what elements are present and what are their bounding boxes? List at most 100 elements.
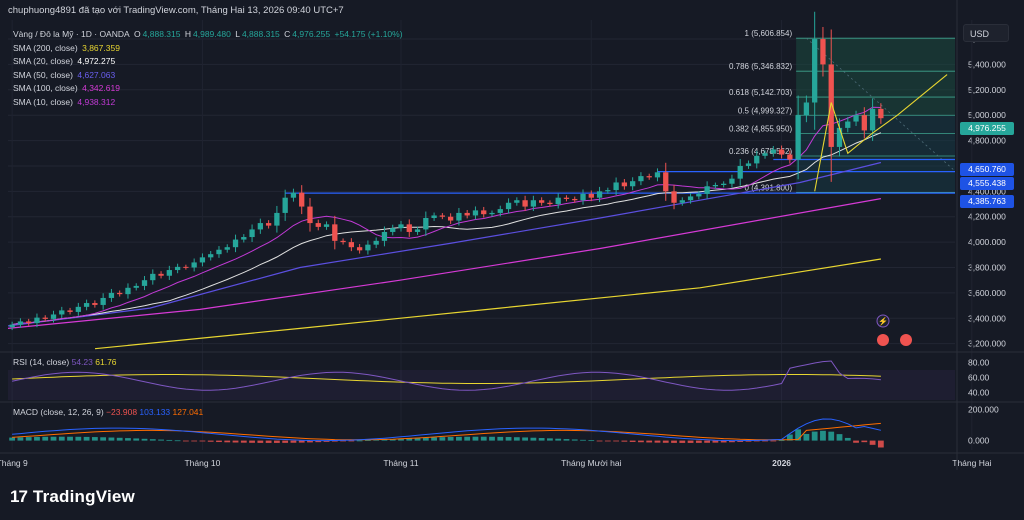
macd-histogram-bar (356, 440, 363, 442)
candle-body (133, 285, 139, 288)
macd-histogram-bar (216, 440, 222, 443)
candle-body (34, 317, 40, 324)
indicator-row-sma100[interactable]: SMA (100, close) 4,342.619 (13, 82, 405, 96)
macd-legend[interactable]: MACD (close, 12, 26, 9) −23.908 103.133 … (13, 407, 203, 417)
price-axis-tick-label: 3,400.000 (968, 313, 1006, 323)
macd-histogram-bar (877, 440, 884, 448)
sma10-line (12, 106, 881, 326)
candle-body (754, 155, 760, 164)
candle-body (497, 209, 503, 213)
candle-body (365, 244, 371, 251)
macd-histogram-bar (422, 437, 429, 441)
macd-histogram-bar (811, 431, 818, 441)
candle-body (406, 224, 412, 232)
fib-level-label: 0.5 (4,999.327) (738, 106, 793, 115)
sma20-line (12, 132, 882, 326)
macd-histogram-bar (464, 436, 471, 441)
macd-histogram-bar (232, 440, 239, 443)
rsi-axis-tick-label: 60.00 (968, 373, 990, 383)
tradingview-logo[interactable]: 17 TradingView (10, 487, 135, 507)
macd-histogram-bar (844, 437, 851, 441)
candle-body (812, 39, 818, 103)
macd-hist-value: −23.908 (106, 407, 138, 417)
macd-histogram-bar (240, 440, 247, 443)
indicator-label: SMA (20, close) (13, 56, 73, 67)
rsi-label: RSI (14, close) (13, 357, 70, 367)
candle-body (679, 200, 685, 203)
macd-histogram-bar (580, 439, 586, 441)
time-axis-label: 2026 (772, 458, 791, 468)
macd-histogram-bar (538, 438, 545, 441)
candle-body (125, 287, 131, 295)
candle-body (191, 262, 197, 268)
macd-histogram-bar (530, 437, 537, 441)
macd-histogram-bar (149, 439, 156, 441)
macd-histogram-bar (9, 437, 16, 441)
macd-histogram-bar (836, 434, 843, 441)
macd-histogram-bar (786, 434, 793, 441)
candle-body (307, 206, 313, 224)
price-axis-tick-label: 5,200.000 (968, 85, 1006, 95)
rsi-ma-value: 61.76 (95, 357, 117, 367)
candle-body (795, 115, 801, 160)
candle-body (522, 200, 528, 207)
macd-histogram-bar (133, 438, 140, 441)
candle-body (117, 292, 123, 295)
candle-body (340, 240, 346, 243)
candle-body (431, 215, 437, 218)
candle-body (232, 239, 239, 248)
price-tag-level-2: 4,555.438 (960, 177, 1014, 190)
macd-histogram-bar (75, 436, 82, 441)
price-axis-tick-label: 4,800.000 (968, 136, 1006, 146)
macd-histogram-bar (497, 436, 504, 441)
macd-histogram-bar (522, 437, 528, 441)
lightning-event-icon (876, 314, 890, 328)
indicator-row-sma10[interactable]: SMA (10, close) 4,938.312 (13, 96, 405, 110)
indicator-value: 4,627.063 (77, 69, 116, 80)
macd-histogram-bar (406, 438, 413, 441)
ohlc-open: 4,888.315 (142, 29, 181, 39)
candle-body (646, 176, 652, 178)
indicator-row-sma200[interactable]: SMA (200, close) 3,867.359 (13, 42, 405, 56)
candle-body (572, 198, 578, 201)
brand-name: TradingView (32, 487, 135, 506)
candle-body (315, 223, 321, 227)
indicator-row-sma20[interactable]: SMA (20, close) 4,972.275 (13, 55, 405, 69)
candle-body (26, 321, 32, 324)
macd-histogram-bar (365, 440, 371, 441)
candle-body (696, 193, 702, 197)
candle-body (712, 185, 719, 187)
macd-histogram-bar (712, 440, 719, 443)
fib-level-label: 0.236 (4,678.552) (729, 147, 792, 156)
indicator-value: 4,342.619 (82, 83, 120, 94)
us-flag-event-icon (900, 334, 912, 346)
candle-body (778, 149, 785, 155)
candle-body (141, 280, 148, 286)
macd-value: 103.133 (139, 407, 171, 417)
currency-button[interactable]: USD (963, 24, 1009, 42)
rsi-ma-line (12, 374, 881, 384)
candle-body (737, 165, 743, 179)
macd-histogram-bar (613, 440, 620, 442)
macd-histogram-bar (42, 436, 49, 441)
rsi-legend[interactable]: RSI (14, close) 54.23 61.76 (13, 357, 117, 367)
rsi-axis-tick-label: 40.00 (968, 388, 990, 398)
macd-histogram-bar (158, 439, 164, 441)
fib-level-label: 1 (5,606.854) (745, 29, 793, 38)
candle-body (563, 197, 570, 199)
macd-signal-line (12, 422, 881, 441)
indicator-row-sma50[interactable]: SMA (50, close) 4,627.063 (13, 69, 405, 83)
candle-body (745, 163, 752, 166)
price-axis-tick-label: 5,400.000 (968, 59, 1006, 69)
candle-body (183, 266, 189, 268)
rsi-axis-tick-label: 80.00 (968, 358, 990, 368)
macd-histogram-bar (265, 440, 272, 443)
symbol-title[interactable]: Vàng / Đô la Mỹ · 1D · OANDA (13, 29, 130, 39)
fib-level-label: 0.618 (5,142.703) (729, 88, 792, 97)
macd-histogram-bar (795, 429, 802, 441)
price-axis-tick-label: 4,400.000 (968, 186, 1006, 196)
macd-histogram-bar (67, 436, 73, 441)
macd-histogram-bar (431, 437, 437, 441)
candle-body (174, 266, 181, 271)
